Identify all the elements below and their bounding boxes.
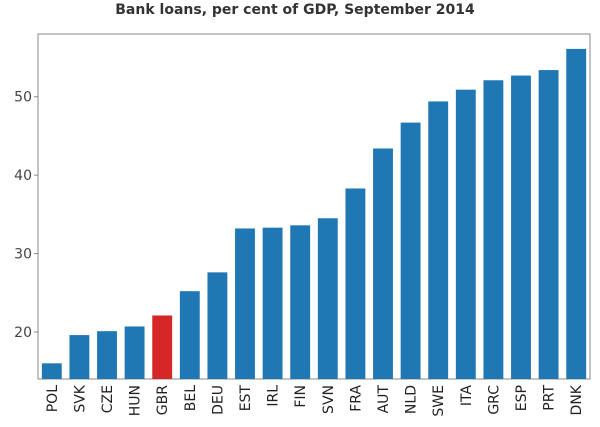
bar-est bbox=[235, 228, 255, 379]
bar-prt bbox=[538, 70, 559, 380]
y-tick-label: 30 bbox=[14, 247, 32, 263]
bar-svn bbox=[317, 218, 338, 379]
x-axis: POL SVK CZE HUN GBR BEL DEU EST IRL FIN SVN FRA AUT N… bbox=[45, 384, 585, 416]
x-tick-label-fra: FRA bbox=[348, 385, 364, 412]
bar-fin bbox=[290, 225, 311, 379]
x-tick-label-grc: GRC bbox=[486, 385, 502, 415]
x-tick-label-pol: POL bbox=[45, 385, 61, 412]
x-tick-label-est: EST bbox=[238, 385, 254, 412]
bars-group bbox=[41, 48, 587, 380]
bar-pol bbox=[41, 363, 62, 379]
bar-nld bbox=[400, 122, 421, 380]
y-axis: 20 30 40 50 bbox=[14, 90, 38, 341]
x-tick-label-swe: SWE bbox=[431, 385, 447, 417]
x-tick-label-esp: ESP bbox=[514, 385, 530, 411]
bar-deu bbox=[207, 272, 228, 379]
bar-grc bbox=[483, 80, 504, 380]
y-tick-label: 40 bbox=[14, 168, 32, 184]
bar-swe bbox=[428, 101, 449, 379]
bar-fra bbox=[345, 188, 366, 379]
bar-cze bbox=[97, 331, 117, 379]
x-tick-label-prt: PRT bbox=[542, 385, 558, 411]
y-tick-label: 50 bbox=[14, 90, 32, 106]
x-tick-label-dnk: DNK bbox=[569, 384, 585, 415]
bar-hun bbox=[124, 326, 145, 379]
x-tick-label-aut: AUT bbox=[376, 385, 392, 414]
bar-bel bbox=[179, 291, 200, 379]
x-tick-label-hun: HUN bbox=[128, 385, 144, 416]
bar-esp bbox=[511, 75, 531, 379]
x-tick-label-svk: SVK bbox=[72, 384, 88, 412]
x-tick-label-deu: DEU bbox=[210, 385, 226, 415]
x-tick-label-gbr: GBR bbox=[155, 385, 171, 415]
plot-frame bbox=[37, 33, 591, 380]
plot-area bbox=[37, 33, 591, 380]
x-tick-label-bel: BEL bbox=[183, 385, 199, 411]
bar-irl bbox=[262, 227, 283, 379]
chart-title: Bank loans, per cent of GDP, September 2… bbox=[115, 2, 475, 18]
x-tick-label-fin: FIN bbox=[293, 385, 309, 408]
x-tick-label-cze: CZE bbox=[100, 385, 116, 413]
bar-dnk bbox=[566, 48, 587, 379]
x-tick-label-svn: SVN bbox=[321, 385, 337, 414]
bar-aut bbox=[373, 148, 393, 379]
x-tick-label-irl: IRL bbox=[266, 385, 282, 407]
bar-svk bbox=[69, 335, 90, 379]
y-tick-label: 20 bbox=[14, 325, 32, 341]
bar-ita bbox=[455, 89, 476, 379]
bar-gbr bbox=[152, 315, 173, 379]
x-tick-label-ita: ITA bbox=[459, 385, 475, 407]
x-tick-label-nld: NLD bbox=[404, 385, 420, 414]
